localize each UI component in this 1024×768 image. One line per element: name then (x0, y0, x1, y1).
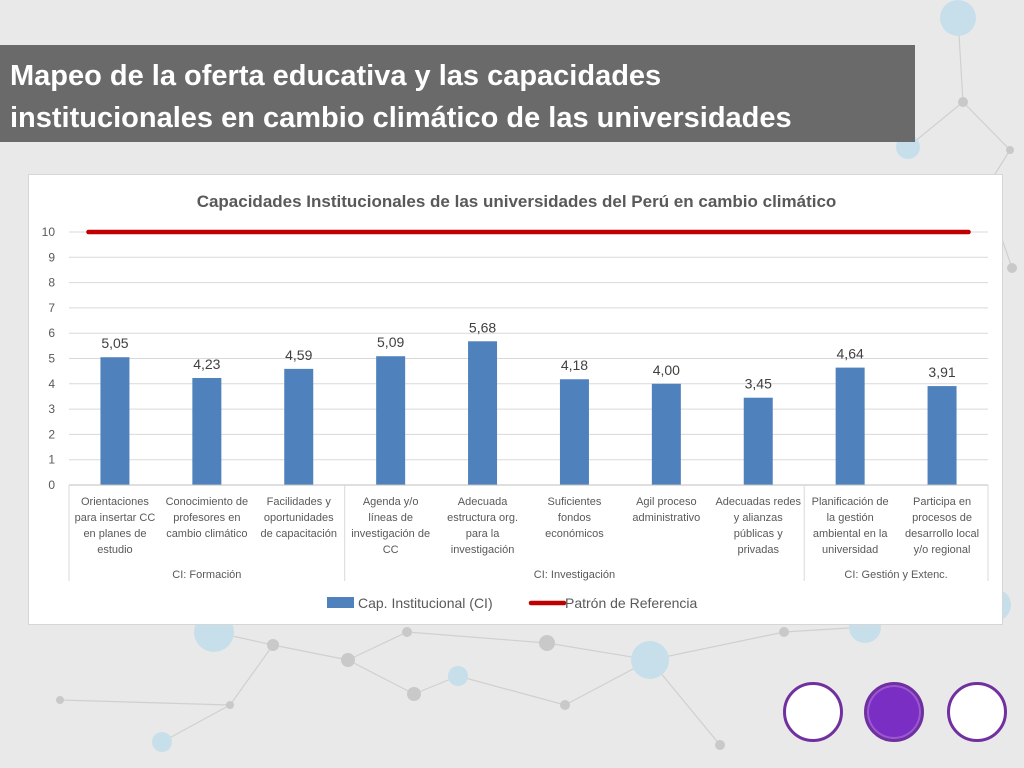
network-link (272, 644, 349, 661)
x-category-label: Agil proceso administrativo (632, 496, 700, 524)
chart-panel: Capacidades Institucionales de las unive… (28, 174, 1003, 625)
y-tick-label: 5 (48, 352, 55, 366)
network-node (341, 653, 355, 667)
bar-4 (376, 356, 406, 485)
y-tick-label: 1 (48, 453, 55, 467)
bar-value-label: 4,23 (193, 356, 220, 372)
x-category-label: Agenda y/o líneas de investigación de CC (351, 496, 430, 556)
bar-value-label: 5,68 (469, 319, 496, 335)
network-node (1006, 146, 1014, 154)
legend-label-line: Patrón de Referencia (565, 595, 698, 611)
bar-value-label: 4,18 (561, 357, 588, 373)
bar-value-label: 4,00 (653, 362, 680, 378)
network-node (152, 732, 172, 752)
network-node (407, 687, 421, 701)
x-category-label: Conocimiento de profesores en cambio climá… (166, 496, 249, 540)
x-category-label: Participa en procesos de desarrollo local y… (905, 496, 979, 556)
y-tick-label: 10 (42, 225, 56, 239)
nav-circle-2-button[interactable] (864, 682, 924, 742)
network-node (958, 97, 968, 107)
network-node (267, 639, 279, 651)
legend-label-bars: Cap. Institucional (CI) (358, 595, 493, 611)
x-category-label: Orientaciones para insertar CC en planes d… (75, 496, 156, 556)
bar-3 (284, 368, 314, 485)
bar-value-label: 5,09 (377, 334, 404, 350)
y-tick-label: 3 (48, 402, 55, 416)
x-group-label: CI: Investigación (534, 569, 615, 581)
network-node (779, 627, 789, 637)
slide-title-line-2: institucionales en cambio climático de l… (10, 102, 792, 134)
bar-6 (559, 379, 589, 485)
network-node (226, 701, 234, 709)
y-tick-label: 0 (48, 478, 55, 492)
slide-title: Mapeo de la oferta educativa y las capac… (0, 45, 915, 142)
bar-2 (192, 377, 222, 485)
network-link (347, 631, 408, 661)
network-link (457, 675, 566, 706)
bar-7 (651, 383, 681, 485)
x-group-label: CI: Gestión y Extenc. (844, 569, 947, 581)
network-node (448, 666, 468, 686)
legend-swatch-bars (327, 597, 354, 608)
x-category-label: Adecuadas redes y alianzas públicas y priva… (715, 496, 801, 556)
slide-title-line-1: Mapeo de la oferta educativa y las capac… (10, 60, 662, 92)
bar-value-label: 3,91 (928, 364, 955, 380)
network-link (649, 631, 785, 661)
network-link (161, 704, 231, 743)
network-node (539, 635, 555, 651)
y-tick-label: 2 (48, 427, 55, 441)
bar-value-label: 4,64 (837, 346, 864, 362)
bar-value-label: 3,45 (745, 376, 772, 392)
y-tick-label: 6 (48, 326, 55, 340)
network-link (59, 699, 231, 706)
bar-10 (927, 386, 957, 485)
y-tick-label: 7 (48, 301, 55, 315)
x-category-label: Facilidades y oportunidades de capacitació… (261, 496, 337, 540)
y-tick-label: 4 (48, 377, 55, 391)
y-tick-label: 9 (48, 250, 55, 264)
y-tick-label: 8 (48, 276, 55, 290)
bar-value-label: 4,59 (285, 347, 312, 363)
network-node (715, 740, 725, 750)
x-category-label: Suficientes fondos económicos (545, 496, 604, 540)
network-node (631, 641, 669, 679)
x-group-label: CI: Formación (172, 569, 241, 581)
network-node (940, 0, 976, 36)
bar-1 (100, 357, 130, 485)
nav-circle-1-button[interactable] (783, 682, 843, 742)
network-node (560, 700, 570, 710)
bar-5 (468, 341, 498, 485)
network-link (962, 101, 1011, 151)
network-link (406, 631, 548, 644)
network-node (56, 696, 64, 704)
bar-value-label: 5,05 (101, 335, 128, 351)
network-node (402, 627, 412, 637)
chart-title: Capacidades Institucionales de las unive… (197, 192, 837, 211)
network-link (347, 659, 415, 695)
bar-9 (835, 367, 865, 485)
x-category-label: Planificación de la gestión ambiental en l… (812, 496, 889, 556)
network-link (229, 644, 274, 706)
network-node (1007, 263, 1017, 273)
bar-chart: Capacidades Institucionales de las unive… (42, 192, 989, 611)
x-category-label: Adecuada estructura org. para la investigac… (447, 496, 518, 556)
nav-circle-3-button[interactable] (947, 682, 1007, 742)
bar-8 (743, 397, 773, 485)
